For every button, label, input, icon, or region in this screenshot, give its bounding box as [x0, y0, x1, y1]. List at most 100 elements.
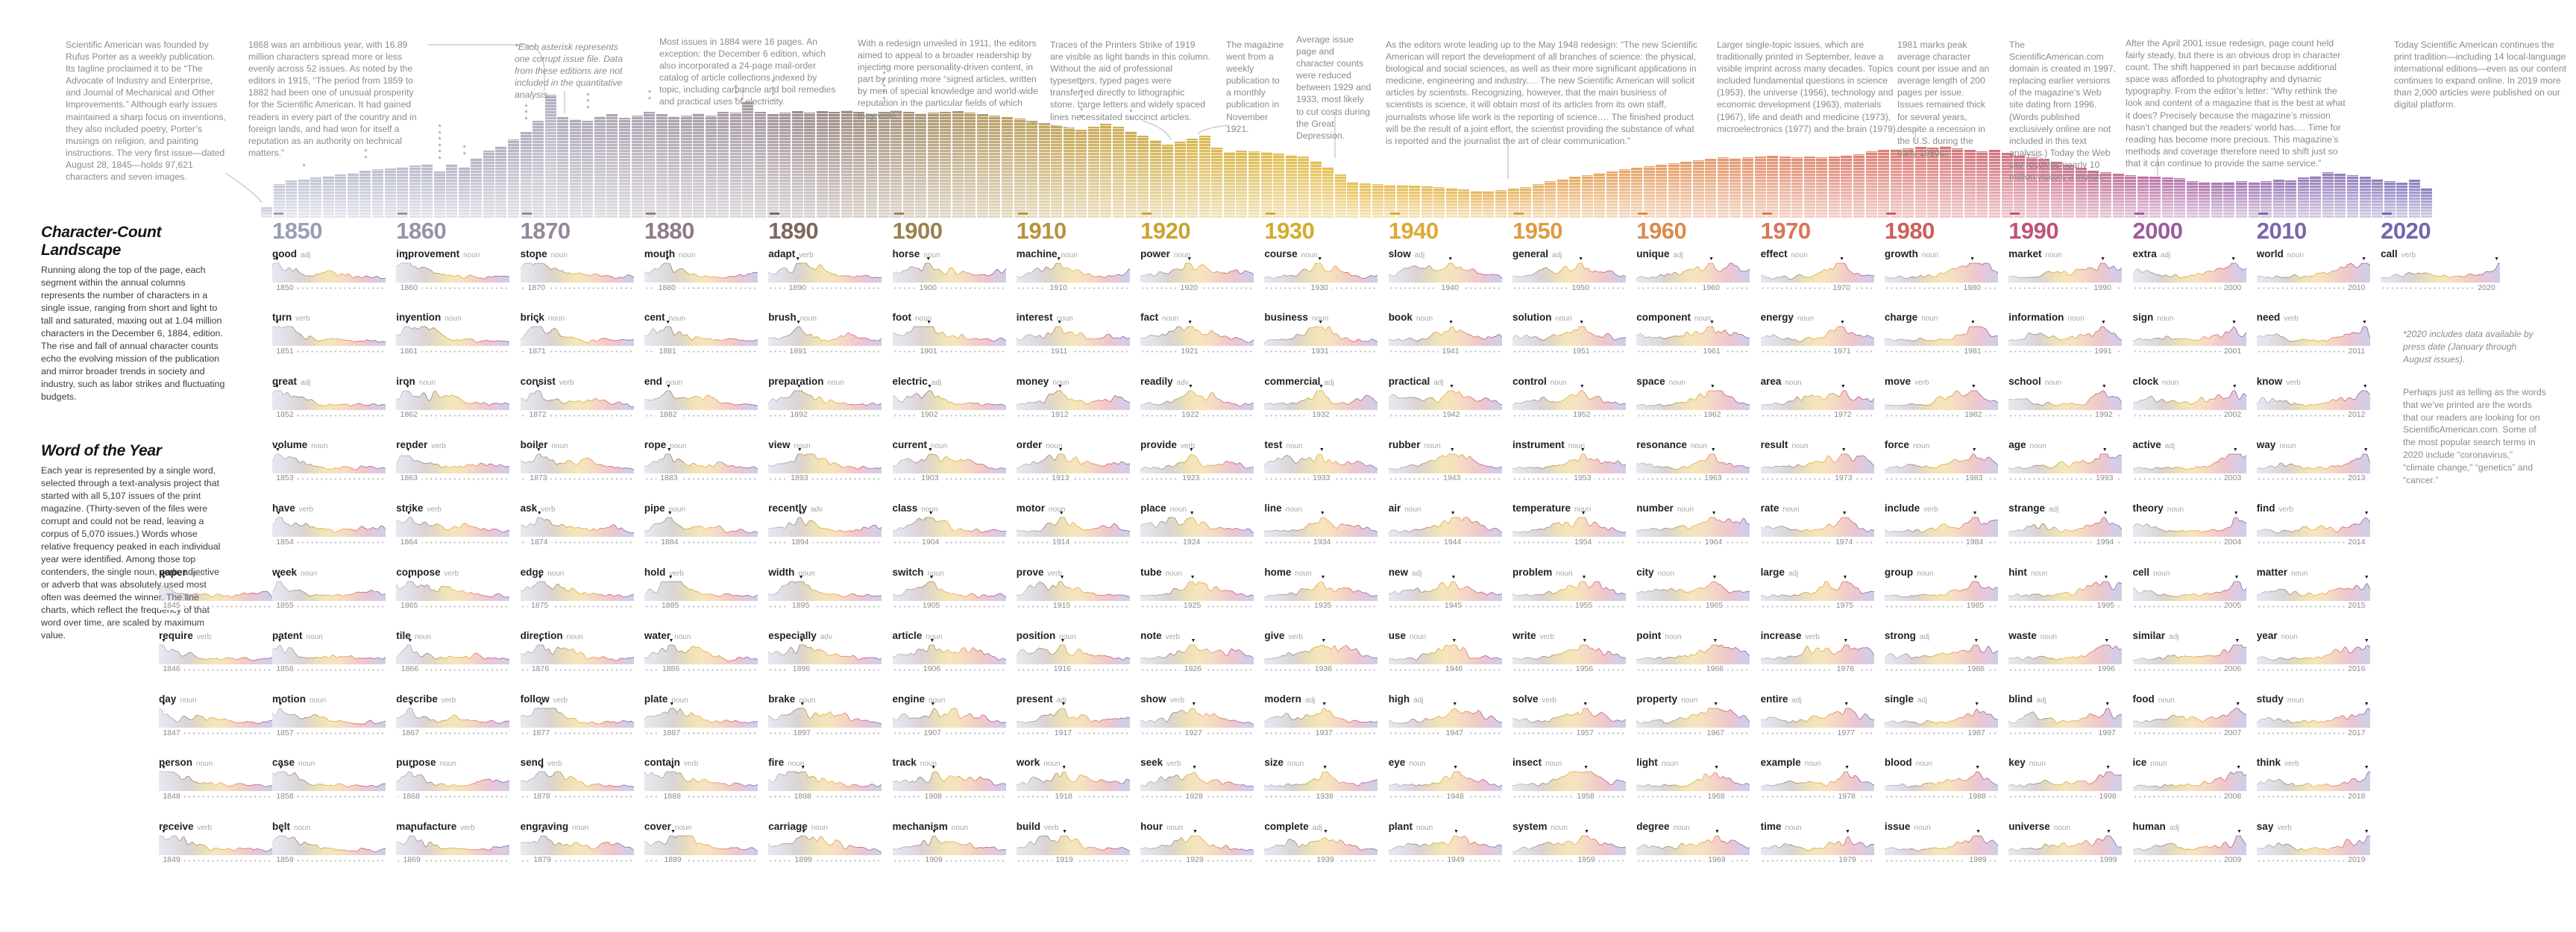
- part-of-speech-label: verb: [298, 506, 314, 514]
- word-cell-1997: blind adj ▼ 1997: [2008, 693, 2123, 756]
- year-label: 1935: [1310, 601, 1336, 610]
- word-label: rubber: [1388, 438, 1421, 450]
- word-label: point: [1636, 629, 1662, 641]
- peak-year-marker: ▼: [930, 702, 936, 708]
- year-bar-1914: [1112, 127, 1124, 218]
- word-frequency-sparkline: [272, 517, 386, 538]
- year-label: 1913: [1048, 473, 1073, 483]
- peak-year-marker: ▼: [1840, 320, 1845, 326]
- year-bar-1877: [656, 114, 667, 218]
- peak-year-marker: ▼: [1713, 702, 1719, 708]
- word-cell-1969: degree noun ▼ 1969: [1636, 820, 1750, 884]
- year-label: 2003: [2220, 473, 2246, 483]
- part-of-speech-label: noun: [1295, 569, 1312, 578]
- word-cell-1867: describe verb ▼ 1867: [396, 693, 510, 756]
- word-cell-1927: show verb ▼ 1927: [1140, 693, 1254, 756]
- word-frequency-sparkline: [2256, 708, 2370, 728]
- peak-year-marker: ▼: [2363, 702, 2369, 708]
- peak-year-marker: ▼: [1193, 828, 1198, 834]
- word-frequency-sparkline: [644, 708, 758, 728]
- word-frequency-sparkline: [892, 517, 1006, 538]
- year-bar-1849: [310, 177, 322, 218]
- year-label: 1890: [785, 283, 810, 292]
- part-of-speech-label: noun: [1046, 441, 1063, 450]
- year-label: 1973: [1831, 473, 1856, 483]
- year-label: 1894: [788, 537, 813, 547]
- word-label: engraving: [520, 820, 569, 832]
- word-label: invention: [396, 312, 442, 324]
- part-of-speech-label: verb: [1047, 569, 1063, 578]
- part-of-speech-label: verb: [1542, 696, 1556, 705]
- year-label: 1889: [660, 855, 685, 865]
- word-frequency-sparkline: [2008, 644, 2123, 664]
- peak-year-marker: ▼: [1323, 828, 1328, 834]
- year-bar-1942: [1458, 189, 1470, 218]
- part-of-speech-label: verb: [1914, 378, 1929, 387]
- year-bar-1860: [446, 164, 458, 218]
- year-bar-1979: [1914, 147, 1926, 218]
- word-cell-1860: improvement noun ▼ 1860: [396, 248, 510, 311]
- timeline-dots: [1760, 477, 1874, 480]
- timeline-dots: [2256, 477, 2370, 480]
- decade-tick-1850: [274, 212, 283, 215]
- year-bar-1916: [1137, 136, 1149, 218]
- word-cell-1899: carriage noun ▼ 1899: [768, 820, 882, 884]
- word-frequency-sparkline: [520, 771, 634, 792]
- word-frequency-sparkline: [1140, 708, 1254, 728]
- timeline-dots: [2256, 287, 2370, 289]
- word-cell-1902: electric adj ▼ 1902: [892, 375, 1006, 438]
- word-cell-1879: engraving noun ▼ 1879: [520, 820, 634, 884]
- word-frequency-sparkline: [1760, 390, 1874, 410]
- word-cell-1981: charge noun ▼ 1981: [1884, 311, 1998, 374]
- timeline-dots: [1636, 859, 1750, 862]
- word-frequency-sparkline: [1884, 771, 1998, 792]
- year-bar-2015: [2359, 177, 2371, 218]
- word-cell-1995: hint noun ▼ 1995: [2008, 566, 2123, 629]
- timeline-dots: [1512, 414, 1626, 417]
- word-cell-2014: find verb ▼ 2014: [2256, 502, 2370, 565]
- word-label: electric: [892, 375, 928, 387]
- word-cell-1987: single adj ▼ 1987: [1884, 693, 1998, 756]
- corrupt-file-asterisks-1859: * * * * * *: [438, 123, 442, 164]
- part-of-speech-label: noun: [926, 632, 943, 641]
- word-label: effect: [1760, 248, 1788, 259]
- word-label: size: [1264, 757, 1284, 769]
- peak-year-marker: ▼: [1584, 828, 1589, 834]
- peak-year-marker: ▼: [1192, 765, 1198, 771]
- year-bar-1955: [1618, 169, 1630, 218]
- timeline-dots: [892, 732, 1006, 735]
- peak-year-marker: ▼: [1583, 702, 1589, 708]
- year-label: 1977: [1833, 728, 1859, 737]
- timeline-dots: [1760, 732, 1874, 735]
- year-label: 1949: [1443, 855, 1468, 865]
- year-label: 1903: [917, 473, 943, 483]
- word-label: note: [1140, 629, 1162, 641]
- timeline-dots: [520, 350, 634, 353]
- timeline-dots: [2256, 350, 2370, 353]
- word-frequency-sparkline: [1140, 517, 1254, 538]
- word-label: strike: [396, 503, 424, 514]
- word-frequency-sparkline: [2381, 262, 2501, 283]
- part-of-speech-label: noun: [1785, 823, 1802, 832]
- year-label: 1849: [159, 855, 184, 865]
- word-frequency-sparkline: [2132, 390, 2246, 410]
- year-label: 1893: [787, 473, 812, 483]
- part-of-speech-label: verb: [1044, 823, 1059, 832]
- year-bar-1857: [409, 166, 421, 218]
- part-of-speech-label: noun: [2291, 569, 2308, 578]
- year-bar-1957: [1643, 166, 1655, 218]
- word-frequency-sparkline: [396, 581, 510, 601]
- year-bar-1856: [397, 167, 409, 218]
- year-label: 1895: [788, 601, 814, 610]
- word-label: horse: [892, 248, 920, 259]
- word-label: send: [520, 757, 544, 769]
- peak-year-marker: ▼: [1449, 447, 1455, 453]
- word-cell-1898: fire noun ▼ 1898: [768, 756, 882, 819]
- corrupt-file-asterisks-1853: * *: [364, 148, 368, 163]
- year-bar-2005: [2236, 181, 2247, 218]
- word-frequency-sparkline: [1264, 262, 1378, 283]
- peak-year-marker: ▼: [666, 447, 672, 453]
- peak-year-marker: ▼: [797, 511, 803, 517]
- year-label: 1997: [2094, 728, 2120, 737]
- word-cell-1910: machine noun ▼ 1910: [1016, 248, 1130, 311]
